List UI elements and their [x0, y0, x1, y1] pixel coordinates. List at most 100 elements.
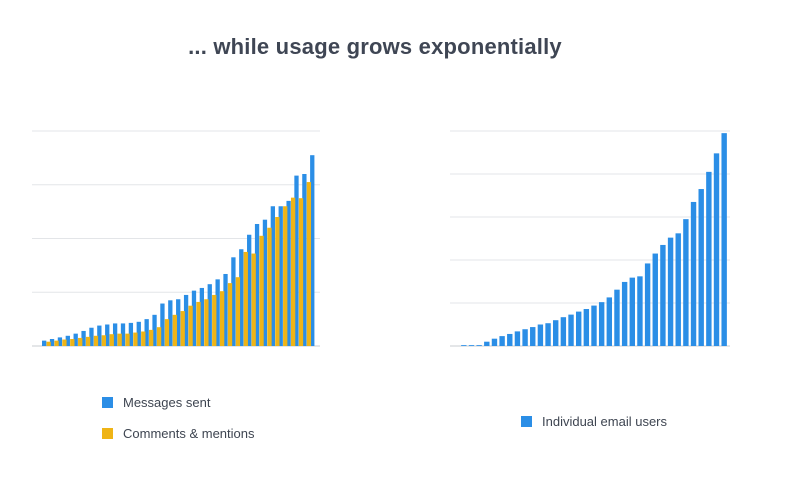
bar: [239, 249, 244, 346]
bar: [270, 206, 275, 346]
bar: [207, 284, 212, 346]
bar: [721, 133, 727, 346]
bar: [614, 289, 620, 346]
bar: [290, 197, 296, 346]
bar: [81, 330, 86, 346]
bar: [606, 297, 613, 346]
bar: [507, 333, 513, 346]
bar: [46, 341, 51, 346]
bar: [62, 339, 67, 346]
bar: [133, 332, 138, 346]
bar: [196, 301, 201, 346]
messages-chart-legend: Messages sent Comments & mentions: [102, 392, 255, 454]
bar: [128, 322, 134, 346]
bar: [70, 339, 75, 346]
bar: [690, 201, 697, 346]
bar: [152, 314, 157, 346]
page-title: ... while usage grows exponentially: [188, 34, 562, 59]
bar: [476, 345, 482, 346]
bar: [522, 329, 528, 346]
messages-chart: [32, 130, 320, 347]
bar: [706, 171, 712, 346]
bar: [259, 235, 264, 346]
bar: [667, 237, 674, 346]
bar: [484, 341, 490, 346]
bar: [136, 321, 141, 346]
bar: [461, 345, 467, 346]
bar: [243, 251, 248, 346]
bar: [49, 339, 55, 346]
bar: [306, 182, 312, 346]
bar: [101, 335, 106, 346]
bar: [160, 303, 165, 346]
bar: [302, 174, 307, 346]
bar: [141, 331, 146, 346]
bar: [468, 345, 475, 346]
bar: [568, 314, 574, 346]
bar: [251, 253, 256, 346]
bar: [713, 153, 720, 346]
bar: [231, 257, 236, 346]
bar: [644, 263, 651, 346]
bar: [247, 234, 252, 346]
bar: [54, 340, 59, 347]
bar: [219, 291, 225, 346]
bar: [120, 323, 126, 346]
bar: [93, 335, 99, 346]
bar: [117, 333, 122, 346]
legend-swatch-messages-sent: [102, 396, 113, 408]
bar: [629, 277, 635, 346]
bar: [212, 294, 217, 346]
bar: [286, 200, 291, 347]
bar: [73, 333, 78, 346]
bar: [675, 233, 681, 346]
bar: [180, 311, 185, 346]
bar: [591, 305, 597, 346]
bar: [235, 277, 241, 346]
bar: [262, 219, 268, 346]
bar: [168, 300, 173, 346]
bar: [652, 253, 658, 346]
bar: [97, 325, 102, 346]
bar: [294, 175, 299, 346]
bar: [254, 223, 260, 346]
bar: [275, 217, 280, 346]
bar: [42, 340, 47, 347]
bar: [188, 305, 193, 346]
legend-item-email-users: Individual email users: [521, 411, 667, 431]
bar: [112, 323, 118, 346]
bar: [637, 276, 643, 346]
legend-label-messages-sent: Messages sent: [123, 394, 211, 410]
bar: [215, 279, 220, 346]
bar: [621, 281, 628, 346]
bar: [283, 206, 288, 346]
bar: [491, 338, 498, 346]
bar: [156, 327, 162, 346]
bar: [660, 244, 666, 346]
email-users-chart: [450, 130, 730, 347]
bar: [223, 273, 228, 346]
bar: [560, 317, 567, 346]
legend-item-messages-sent: Messages sent: [102, 392, 255, 412]
bar: [85, 336, 91, 346]
bar: [698, 189, 704, 346]
bar: [105, 324, 110, 346]
bar: [164, 319, 170, 347]
legend-swatch-email-users: [521, 415, 532, 427]
legend-label-email-users: Individual email users: [542, 413, 668, 429]
bar: [149, 329, 154, 347]
legend-swatch-comments-mentions: [102, 427, 113, 439]
bar: [537, 324, 544, 346]
bar: [78, 337, 83, 346]
bar: [514, 331, 521, 346]
bar: [57, 337, 63, 346]
bar: [499, 336, 505, 346]
bar: [191, 290, 197, 346]
bar: [176, 299, 181, 346]
bar: [683, 219, 689, 346]
bar: [199, 287, 205, 346]
bar: [267, 227, 272, 346]
bar: [144, 319, 149, 347]
bar: [298, 198, 304, 346]
